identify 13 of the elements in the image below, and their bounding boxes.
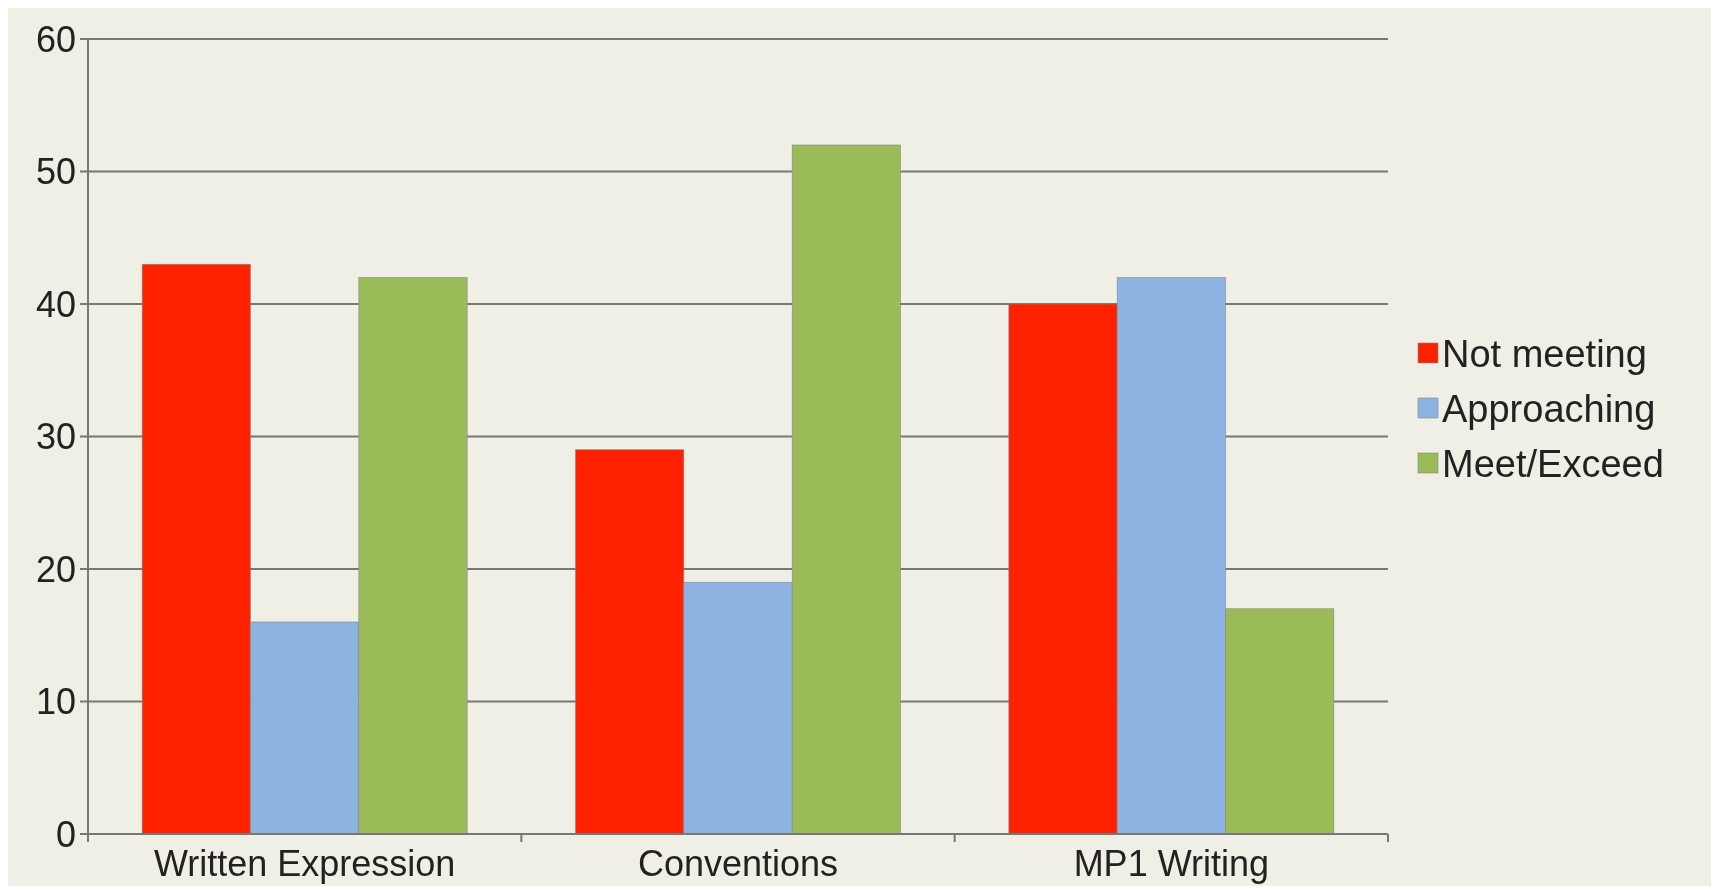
x-tick-label: MP1 Writing [1073,843,1270,884]
y-tick-label: 0 [55,813,76,855]
x-tick-label: Written Expression [153,843,456,884]
y-tick-label: 60 [35,18,76,60]
legend-label: Meet/Exceed [1442,443,1664,486]
y-tick-label: 20 [35,548,76,590]
y-tick-label: 50 [35,151,76,193]
legend-label: Approaching [1442,388,1656,431]
y-tick-label: 40 [35,283,76,325]
x-tick-label: Conventions [637,843,839,884]
y-tick-label: 10 [35,681,76,723]
y-tick-label: 30 [35,416,76,458]
legend-label: Not meeting [1442,333,1647,376]
